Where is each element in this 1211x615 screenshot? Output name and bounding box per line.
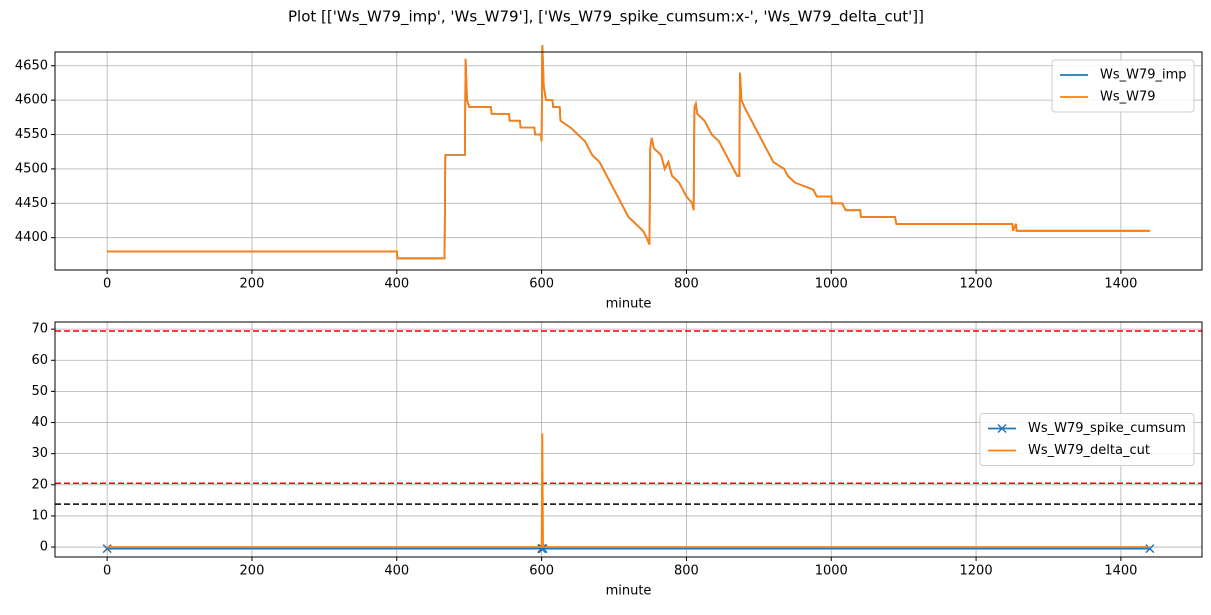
y-tick-label: 60 (31, 353, 48, 368)
x-tick-label: 1400 (1104, 277, 1137, 292)
y-tick-label: 4450 (15, 196, 48, 211)
legend-label: Ws_W79_spike_cumsum (1028, 421, 1186, 436)
y-tick-label: 4500 (15, 161, 48, 176)
series-line (107, 45, 1150, 260)
legend-label: Ws_W79_imp (1100, 68, 1187, 83)
x-tick-label: 200 (240, 277, 265, 292)
figure-title: Plot [['Ws_W79_imp', 'Ws_W79'], ['Ws_W79… (288, 8, 924, 27)
y-tick-label: 40 (31, 415, 48, 430)
x-tick-label: 0 (103, 277, 111, 292)
x-tick-label: 1200 (960, 564, 993, 579)
x-axis-label: minute (606, 297, 652, 312)
x-tick-label: 600 (529, 564, 554, 579)
legend-box (1051, 59, 1195, 113)
y-tick-label: 4550 (15, 127, 48, 142)
series-line (107, 433, 1150, 548)
point-marker (538, 544, 548, 554)
x-tick-label: 1000 (815, 277, 848, 292)
legend-label: Ws_W79 (1100, 90, 1156, 105)
y-tick-label: 50 (31, 384, 48, 399)
y-tick-label: 20 (31, 477, 48, 492)
x-tick-label: 800 (674, 564, 699, 579)
x-tick-label: 200 (240, 564, 265, 579)
point-marker (102, 544, 112, 554)
legend-label: Ws_W79_delta_cut (1028, 443, 1150, 458)
x-tick-label: 400 (384, 277, 409, 292)
y-tick-label: 4400 (15, 230, 48, 245)
y-tick-label: 4600 (15, 93, 48, 108)
x-tick-label: 400 (384, 564, 409, 579)
y-tick-label: 70 (31, 322, 48, 337)
y-tick-label: 30 (31, 446, 48, 461)
x-tick-label: 1400 (1104, 564, 1137, 579)
y-tick-label: 10 (31, 508, 48, 523)
x-axis-label: minute (606, 584, 652, 599)
x-tick-label: 1000 (815, 564, 848, 579)
x-tick-label: 800 (674, 277, 699, 292)
legend-box (979, 413, 1195, 466)
point-marker (1145, 544, 1155, 554)
x-tick-label: 1200 (960, 277, 993, 292)
x-tick-label: 0 (103, 564, 111, 579)
plot-frame (54, 321, 1203, 558)
plot-frame (54, 51, 1203, 271)
legend-marker (997, 423, 1007, 434)
x-tick-label: 600 (529, 277, 554, 292)
y-tick-label: 0 (40, 540, 48, 555)
y-tick-label: 4650 (15, 58, 48, 73)
